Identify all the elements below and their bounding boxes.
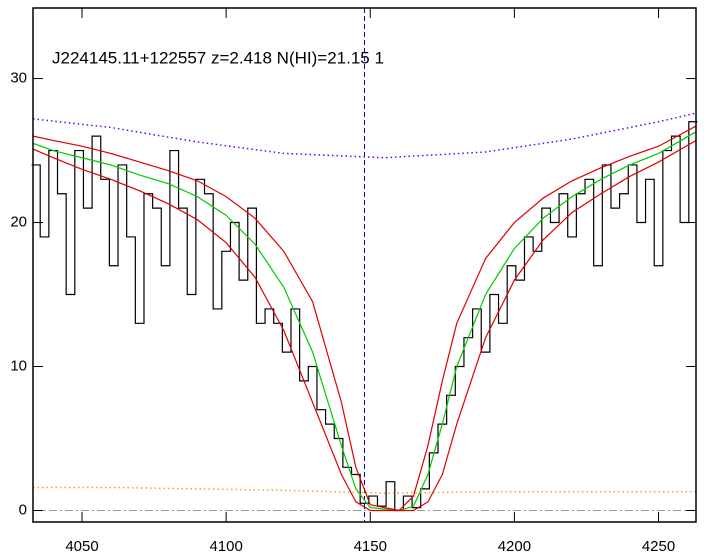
chart-title: J224145.11+122557 z=2.418 N(HI)=21.15 1	[52, 48, 384, 67]
x-tick-label: 4050	[65, 538, 98, 555]
model-line	[33, 486, 696, 494]
flux-line	[31, 121, 698, 512]
x-tick-label: 4250	[642, 538, 675, 555]
model-line	[32, 139, 697, 512]
model-line	[32, 131, 697, 512]
y-tick-label: 20	[10, 213, 27, 230]
x-tick-label: 4150	[354, 538, 387, 555]
y-tick-label: 10	[10, 357, 27, 374]
x-tick-label: 4200	[498, 538, 531, 555]
y-tick-label: 0	[19, 501, 27, 518]
model-line	[32, 125, 697, 512]
plot-frame	[32, 7, 697, 523]
y-tick-label: 30	[10, 70, 27, 87]
x-tick-label: 4100	[209, 538, 242, 555]
